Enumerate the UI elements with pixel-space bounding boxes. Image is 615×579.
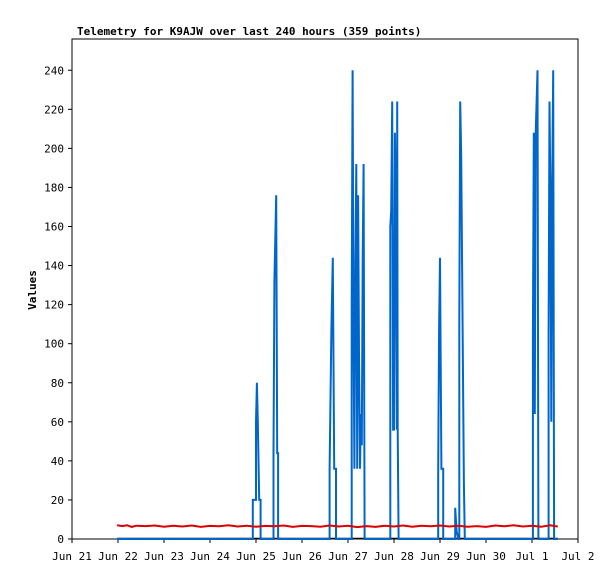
y-tick-label: 120	[44, 299, 64, 312]
y-tick-label: 60	[51, 416, 64, 429]
series-group	[116, 70, 558, 540]
x-tick-label: Jun 30	[466, 550, 506, 563]
y-tick-label: 40	[51, 455, 64, 468]
x-tick-label: Jun 28	[374, 550, 414, 563]
y-tick-label: 0	[57, 533, 64, 546]
y-tick-label: 140	[44, 260, 64, 273]
y-tick-label: 180	[44, 181, 64, 194]
y-tick-label: 220	[44, 103, 64, 116]
y-tick-label: 240	[44, 64, 64, 77]
x-tick-label: Jun 29	[420, 550, 460, 563]
y-tick-label: 100	[44, 338, 64, 351]
series-line-red	[116, 524, 558, 529]
x-tick-label: Jun 21	[52, 550, 92, 563]
chart-title: Telemetry for K9AJW over last 240 hours …	[77, 25, 421, 38]
x-tick-label: Jun 27	[328, 550, 368, 563]
series-line-blue	[117, 70, 558, 540]
x-axis: Jun 21 Jun 22 Jun 23 Jun 24 Jun 25 Jun 26 Jun …	[52, 539, 595, 563]
plot-frame	[71, 38, 579, 540]
x-tick-label: Jun 22	[98, 550, 138, 563]
x-tick-label: Jun 25	[236, 550, 276, 563]
y-tick-label: 160	[44, 221, 64, 234]
y-tick-label: 20	[51, 494, 64, 507]
y-axis-label: Values	[26, 270, 39, 310]
x-tick-label: Jul 2	[561, 550, 594, 563]
x-tick-label: Jun 23	[144, 550, 184, 563]
y-axis: 0 20 40 60 80 100 120 140 160 180 200 220 240	[44, 64, 72, 546]
y-tick-label: 200	[44, 142, 64, 155]
y-tick-label: 80	[51, 377, 64, 390]
x-tick-label: Jul 1	[515, 550, 548, 563]
x-tick-label: Jun 24	[190, 550, 230, 563]
x-tick-label: Jun 26	[282, 550, 322, 563]
